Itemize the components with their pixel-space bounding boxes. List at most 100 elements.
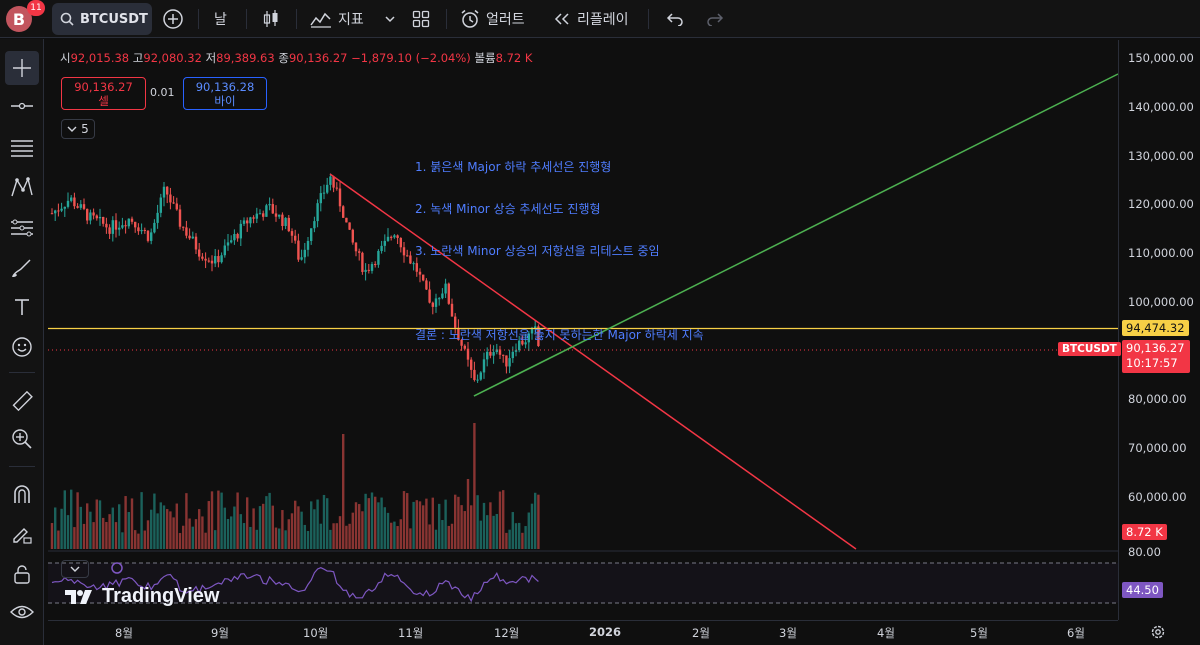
candle-body bbox=[114, 220, 118, 230]
candle-body bbox=[364, 269, 367, 272]
alerts-label: 얼러트 bbox=[486, 12, 525, 28]
projection-tool[interactable] bbox=[5, 211, 39, 245]
volume-bar bbox=[326, 498, 329, 549]
high-label: 고 bbox=[132, 51, 144, 65]
volume-bar bbox=[409, 528, 412, 549]
replay-label: 리플레이 bbox=[577, 12, 629, 28]
sell-button[interactable]: 90,136.27 셀 bbox=[61, 77, 146, 110]
brush-tool[interactable] bbox=[5, 251, 39, 285]
chart-note[interactable]: 1. 붉은색 Major 하락 추세선은 진행형 2. 녹색 Minor 상승 … bbox=[415, 132, 704, 356]
candle-body bbox=[332, 176, 335, 188]
time-tick: 12월 bbox=[494, 626, 520, 640]
candle-body bbox=[201, 256, 204, 259]
replay-button[interactable]: 리플레이 bbox=[553, 0, 629, 38]
notification-badge: 11 bbox=[27, 0, 45, 16]
ruler-tool[interactable] bbox=[5, 384, 39, 418]
fib-tool[interactable] bbox=[5, 131, 39, 165]
undo-icon bbox=[666, 13, 683, 26]
interval-button[interactable]: 날 bbox=[214, 0, 227, 38]
volume-bar bbox=[332, 523, 335, 549]
lock-tool[interactable] bbox=[5, 557, 39, 591]
volume-bar bbox=[335, 523, 338, 549]
candle-body bbox=[258, 213, 262, 215]
undo-button[interactable] bbox=[666, 0, 684, 38]
sell-price: 90,136.27 bbox=[74, 80, 133, 94]
candle-body bbox=[380, 245, 383, 251]
note-line-1: 1. 붉은색 Major 하락 추세선은 진행형 bbox=[415, 160, 612, 174]
chart-pane[interactable] bbox=[48, 40, 1118, 620]
volume-bar bbox=[70, 489, 73, 549]
volume-bar bbox=[399, 519, 402, 549]
volume-bar bbox=[361, 511, 364, 549]
volume-bar bbox=[303, 524, 306, 549]
minor-uptrend-line[interactable] bbox=[473, 73, 1119, 397]
candle-body bbox=[434, 298, 438, 307]
toolbar-divider bbox=[648, 9, 649, 29]
chart-settings-button[interactable] bbox=[1150, 624, 1166, 644]
symbol-search-button[interactable]: BTCUSDT bbox=[52, 3, 152, 35]
candle-body bbox=[412, 263, 415, 265]
alert-button[interactable]: 얼러트 bbox=[460, 0, 525, 38]
candle-countdown: 10:17:57 bbox=[1126, 356, 1178, 370]
compare-button[interactable] bbox=[162, 0, 184, 38]
lock-icon bbox=[14, 565, 30, 584]
indicators-button[interactable]: 지표 bbox=[310, 0, 364, 38]
zoom-tool[interactable] bbox=[5, 422, 39, 456]
candle-body bbox=[92, 212, 95, 216]
buy-button[interactable]: 90,136.28 바이 bbox=[183, 77, 267, 110]
volume-bar bbox=[156, 513, 159, 549]
volume-bar bbox=[201, 516, 204, 549]
candle-body bbox=[265, 205, 268, 217]
emoji-tool[interactable] bbox=[5, 330, 39, 364]
indicators-dropdown[interactable] bbox=[384, 0, 396, 38]
volume-bar bbox=[111, 507, 114, 549]
volume-bar bbox=[249, 526, 252, 549]
hide-drawings-tool[interactable] bbox=[5, 595, 39, 629]
candle-body bbox=[310, 228, 313, 241]
volume-bar bbox=[86, 503, 89, 549]
indicators-label: 지표 bbox=[338, 12, 364, 28]
magnet-tool[interactable] bbox=[5, 477, 39, 511]
volume-bar bbox=[460, 505, 463, 549]
candle-body bbox=[146, 230, 150, 241]
candle-body bbox=[447, 283, 450, 304]
price-tick: 80,000.00 bbox=[1128, 392, 1187, 406]
volume-bar bbox=[66, 515, 70, 549]
tradingview-logo[interactable]: TradingView bbox=[64, 585, 219, 608]
magnet-icon bbox=[14, 485, 30, 503]
volume-bar bbox=[114, 522, 118, 549]
crosshair-tool[interactable] bbox=[5, 51, 39, 85]
major-downtrend-line[interactable] bbox=[329, 173, 857, 550]
collapse-count: 5 bbox=[81, 122, 89, 136]
volume-bar bbox=[402, 491, 406, 549]
volume-bar bbox=[537, 494, 540, 549]
indicator-collapse-button[interactable]: 5 bbox=[61, 119, 95, 139]
candle-body bbox=[511, 351, 514, 359]
trend-line-tool[interactable] bbox=[5, 89, 39, 123]
volume-bar bbox=[265, 496, 268, 549]
volume-bar bbox=[262, 503, 265, 549]
candle-body bbox=[441, 293, 444, 299]
rsi-collapse-button[interactable] bbox=[61, 560, 89, 578]
volume-bar bbox=[306, 530, 310, 549]
volume-bar bbox=[431, 497, 434, 549]
time-axis[interactable] bbox=[48, 620, 1118, 645]
lock-drawing-mode-tool[interactable] bbox=[5, 517, 39, 551]
chart-type-button[interactable] bbox=[262, 0, 280, 38]
redo-button[interactable] bbox=[706, 0, 724, 38]
pattern-tool[interactable] bbox=[5, 170, 39, 204]
volume-bar bbox=[479, 520, 482, 549]
candle-body bbox=[348, 222, 351, 230]
interval-label: 날 bbox=[214, 12, 227, 28]
volume-bar bbox=[194, 519, 198, 549]
volume-bar bbox=[271, 505, 274, 549]
rsi-band-fill bbox=[48, 563, 1118, 603]
candle-body bbox=[316, 203, 319, 222]
layout-button[interactable] bbox=[412, 0, 430, 38]
volume-bar bbox=[441, 520, 444, 549]
rsi-line bbox=[51, 567, 539, 603]
text-tool[interactable] bbox=[5, 290, 39, 324]
candles-icon bbox=[263, 10, 278, 27]
minor-uptrend-base bbox=[473, 351, 563, 397]
